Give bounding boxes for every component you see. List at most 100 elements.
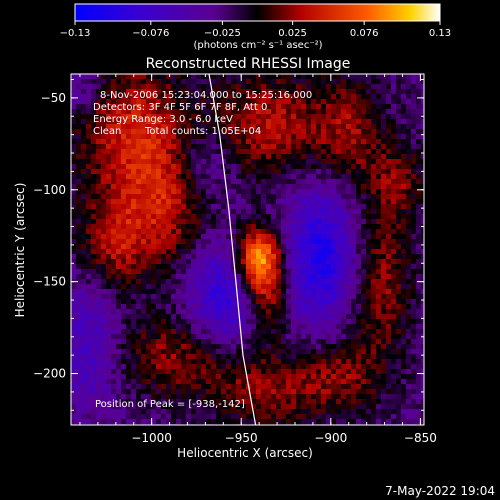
heatmap-cell [331,84,337,90]
heatmap-cell [366,324,372,330]
heatmap-cell [251,179,257,185]
heatmap-cell [116,139,122,145]
heatmap-cell [186,109,192,115]
heatmap-cell [291,309,297,315]
heatmap-cell [116,84,122,90]
heatmap-cell [386,374,392,380]
heatmap-cell [231,214,237,220]
heatmap-cell [136,254,142,260]
heatmap-cell [136,329,142,335]
heatmap-cell [356,269,362,275]
heatmap-cell [226,264,232,270]
heatmap-cell [181,319,187,325]
heatmap-cell [411,234,417,240]
heatmap-cell [301,174,307,180]
heatmap-cell [216,334,222,340]
heatmap-cell [321,224,327,230]
heatmap-cell [226,339,232,345]
heatmap-cell [311,204,317,210]
heatmap-cell [421,89,424,95]
heatmap-cell [241,289,247,295]
heatmap-cell [81,259,87,265]
heatmap-cell [401,289,407,295]
heatmap-cell [161,259,167,265]
heatmap-cell [396,319,402,325]
heatmap-cell [76,104,82,110]
heatmap-cell [236,274,242,280]
heatmap-cell [106,339,112,345]
heatmap-cell [176,359,182,365]
heatmap-cell [141,304,147,310]
heatmap-cell [321,319,327,325]
heatmap-cell [136,139,142,145]
heatmap-cell [196,79,202,85]
heatmap-cell [321,199,327,205]
heatmap-cell [331,264,337,270]
heatmap-cell [386,184,392,190]
heatmap-cell [311,264,317,270]
heatmap-cell [281,359,287,365]
heatmap-cell [341,284,347,290]
heatmap-cell [366,409,372,415]
heatmap-cell [391,159,397,165]
heatmap-cell [196,234,202,240]
heatmap-cell [186,89,192,95]
heatmap-cell [371,264,377,270]
heatmap-cell [241,114,247,120]
heatmap-cell [396,184,402,190]
heatmap-cell [266,249,272,255]
heatmap-cell [221,354,227,360]
heatmap-cell [111,139,117,145]
heatmap-cell [321,89,327,95]
heatmap-cell [266,199,272,205]
heatmap-cell [286,354,292,360]
heatmap-cell [196,174,202,180]
heatmap-cell [391,129,397,135]
heatmap-cell [301,294,307,300]
heatmap-cell [371,274,377,280]
heatmap-cell [306,159,312,165]
heatmap-cell [101,324,107,330]
heatmap-cell [136,264,142,270]
heatmap-cell [266,174,272,180]
heatmap-cell [261,334,267,340]
heatmap-cell [396,134,402,140]
heatmap-cell [351,189,357,195]
heatmap-cell [416,319,422,325]
heatmap-cell [331,409,337,415]
heatmap-cell [96,359,102,365]
heatmap-cell [116,294,122,300]
heatmap-cell [121,74,127,80]
heatmap-cell [251,144,257,150]
heatmap-cell [261,74,267,80]
heatmap-cell [386,294,392,300]
heatmap-cell [166,369,172,375]
heatmap-cell [401,84,407,90]
heatmap-cell [196,149,202,155]
heatmap-cell [241,134,247,140]
heatmap-cell [266,394,272,400]
heatmap-cell [376,209,382,215]
heatmap-cell [281,239,287,245]
heatmap-cell [336,119,342,125]
heatmap-cell [296,389,302,395]
heatmap-cell [411,399,417,405]
heatmap-cell [406,119,412,125]
heatmap-cell [411,244,417,250]
heatmap-cell [261,419,267,425]
heatmap-cell [186,274,192,280]
heatmap-cell [91,209,97,215]
heatmap-cell [236,229,242,235]
heatmap-cell [246,149,252,155]
heatmap-cell [101,309,107,315]
heatmap-cell [86,94,92,100]
heatmap-cell [96,214,102,220]
heatmap-cell [261,234,267,240]
heatmap-cell [256,229,262,235]
heatmap-cell [96,384,102,390]
heatmap-cell [76,239,82,245]
heatmap-cell [346,354,352,360]
heatmap-cell [411,334,417,340]
heatmap-cell [361,174,367,180]
heatmap-cell [406,219,412,225]
